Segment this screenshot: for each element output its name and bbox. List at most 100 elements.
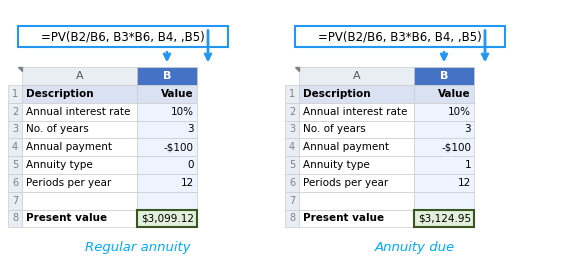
Text: 6: 6 [289, 178, 295, 188]
Text: 10%: 10% [448, 107, 471, 117]
Text: $3,124.95: $3,124.95 [418, 213, 471, 223]
Bar [8, 209, 22, 227]
Bar [299, 85, 414, 103]
Text: Description: Description [303, 89, 370, 99]
Bar [299, 121, 414, 138]
Bar [285, 174, 299, 192]
Text: 3: 3 [187, 124, 194, 134]
Bar [8, 85, 22, 103]
Text: 10%: 10% [171, 107, 194, 117]
Bar [414, 85, 474, 103]
Text: Annual interest rate: Annual interest rate [26, 107, 130, 117]
Bar [137, 174, 197, 192]
Text: Present value: Present value [303, 213, 384, 223]
Bar [137, 121, 197, 138]
Bar [22, 67, 137, 85]
Bar [22, 138, 137, 156]
Text: -$100: -$100 [164, 142, 194, 152]
Text: Annuity type: Annuity type [303, 160, 370, 170]
Text: $3,099.12: $3,099.12 [141, 213, 194, 223]
Bar [299, 209, 414, 227]
Bar [22, 103, 137, 121]
Bar [414, 67, 474, 85]
Text: 4: 4 [289, 142, 295, 152]
Bar [8, 174, 22, 192]
Bar [414, 138, 474, 156]
Text: Description: Description [26, 89, 94, 99]
Bar [285, 209, 299, 227]
Text: 5: 5 [12, 160, 18, 170]
Text: 12: 12 [181, 178, 194, 188]
Text: 4: 4 [12, 142, 18, 152]
Text: 12: 12 [458, 178, 471, 188]
Text: B: B [440, 71, 448, 81]
Text: =PV(B2/B6, B3*B6, B4, ,B5): =PV(B2/B6, B3*B6, B4, ,B5) [41, 30, 205, 43]
Bar [137, 138, 197, 156]
Text: 7: 7 [289, 196, 295, 206]
Bar [137, 156, 197, 174]
Text: 3: 3 [289, 124, 295, 134]
Bar [8, 121, 22, 138]
Bar [285, 85, 299, 103]
Bar [285, 156, 299, 174]
Text: 7: 7 [12, 196, 18, 206]
Text: B: B [163, 71, 171, 81]
Text: Annuity due: Annuity due [375, 241, 455, 254]
Text: 8: 8 [12, 213, 18, 223]
Bar [137, 85, 197, 103]
Bar [414, 121, 474, 138]
Bar [299, 103, 414, 121]
Text: Value: Value [161, 89, 194, 99]
Text: =PV(B2/B6, B3*B6, B4, ,B5): =PV(B2/B6, B3*B6, B4, ,B5) [318, 30, 482, 43]
Bar [137, 103, 197, 121]
Text: -$100: -$100 [441, 142, 471, 152]
Text: Annuity type: Annuity type [26, 160, 93, 170]
Text: 1: 1 [289, 89, 295, 99]
Bar [414, 174, 474, 192]
Text: Regular annuity: Regular annuity [85, 241, 191, 254]
Bar [137, 209, 197, 227]
Bar [299, 174, 414, 192]
Text: 0: 0 [188, 160, 194, 170]
Text: 2: 2 [289, 107, 295, 117]
Bar [285, 192, 299, 209]
Bar [299, 156, 414, 174]
Bar [414, 156, 474, 174]
Text: Annual interest rate: Annual interest rate [303, 107, 407, 117]
Bar [22, 121, 137, 138]
Text: No. of years: No. of years [26, 124, 89, 134]
Bar [414, 209, 474, 227]
Text: 1: 1 [464, 160, 471, 170]
Text: Value: Value [438, 89, 471, 99]
Text: 5: 5 [289, 160, 295, 170]
Text: 8: 8 [289, 213, 295, 223]
Text: Periods per year: Periods per year [26, 178, 111, 188]
Polygon shape [295, 67, 299, 71]
Text: Annual payment: Annual payment [26, 142, 112, 152]
Bar [285, 103, 299, 121]
Bar [137, 67, 197, 85]
Bar [299, 192, 414, 209]
Bar [22, 192, 137, 209]
Text: 6: 6 [12, 178, 18, 188]
Bar [22, 209, 137, 227]
Bar [137, 192, 197, 209]
Bar [285, 121, 299, 138]
Bar [22, 85, 137, 103]
Bar [299, 67, 414, 85]
Text: A: A [353, 71, 360, 81]
Text: 2: 2 [12, 107, 18, 117]
Bar [414, 192, 474, 209]
Bar [299, 138, 414, 156]
Bar [8, 138, 22, 156]
Text: Periods per year: Periods per year [303, 178, 388, 188]
Bar [8, 156, 22, 174]
Bar [414, 103, 474, 121]
Bar [22, 156, 137, 174]
Text: 1: 1 [12, 89, 18, 99]
Text: Present value: Present value [26, 213, 107, 223]
Bar [285, 138, 299, 156]
Bar [8, 103, 22, 121]
Bar [8, 192, 22, 209]
Text: 3: 3 [12, 124, 18, 134]
